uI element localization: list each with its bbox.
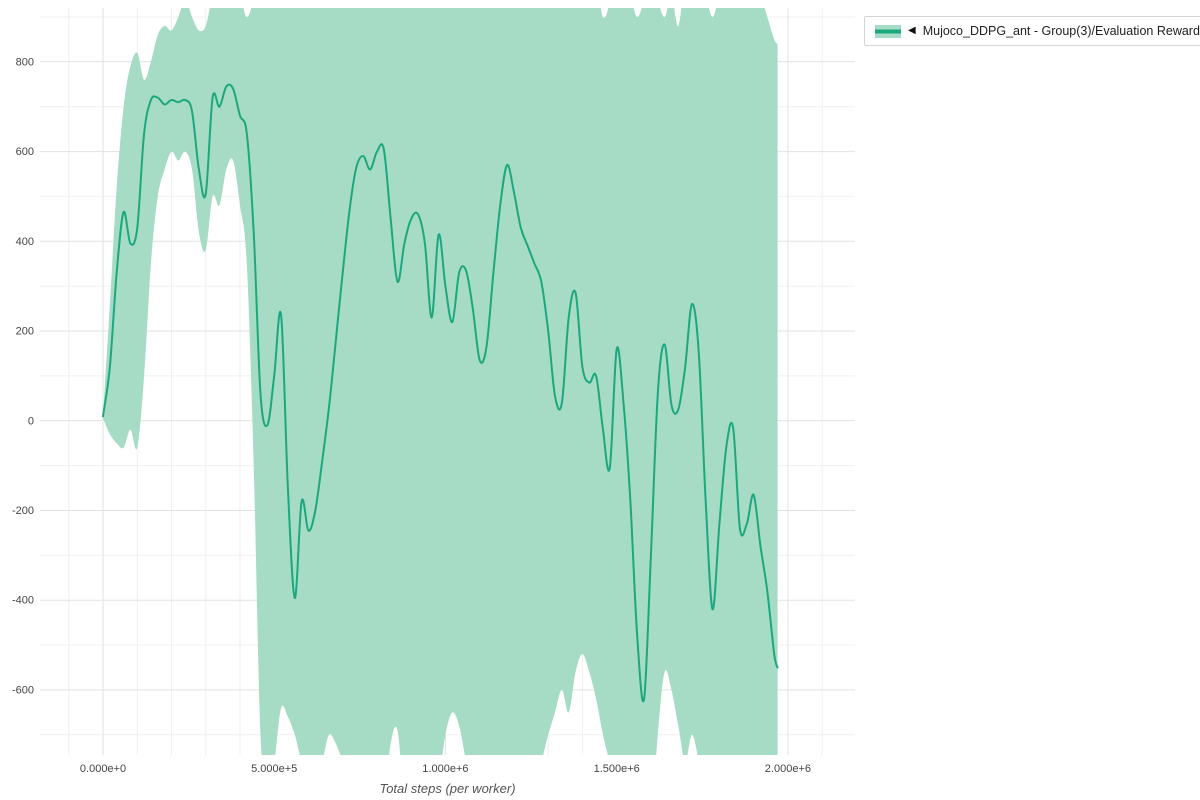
figure: -600 -400 -200 0 200 400 600 800 0.000e+0 5.000e+… <box>12 8 855 796</box>
y-tick-label: 0 <box>28 415 34 427</box>
legend-item[interactable]: ◀ Mujoco_DDPG_ant - Group(3)/Evaluation … <box>864 16 1200 46</box>
x-axis-title: Total steps (per worker) <box>379 781 516 796</box>
confidence-band-area <box>103 8 778 755</box>
legend-label: Mujoco_DDPG_ant - Group(3)/Evaluation Re… <box>922 24 1200 38</box>
axis-tick-labels: -600 -400 -200 0 200 400 600 800 0.000e+0 5.000e+… <box>12 56 811 775</box>
x-tick-label: 5.000e+5 <box>251 763 297 775</box>
y-tick-label: 600 <box>16 146 34 158</box>
y-tick-label: -200 <box>12 505 34 517</box>
x-tick-label: 1.500e+6 <box>594 763 640 775</box>
x-tick-label: 2.000e+6 <box>765 763 811 775</box>
y-tick-label: 200 <box>16 326 34 338</box>
chart-canvas: -600 -400 -200 0 200 400 600 800 0.000e+0 5.000e+… <box>12 8 855 775</box>
y-tick-label: -400 <box>12 595 34 607</box>
legend-collapse-icon: ◀ <box>908 25 916 36</box>
x-tick-label: 0.000e+0 <box>80 763 126 775</box>
legend-band-swatch-icon <box>875 24 901 38</box>
y-tick-label: -600 <box>12 684 34 696</box>
y-tick-label: 800 <box>16 56 34 68</box>
mean-reward-line <box>102 83 779 703</box>
x-tick-label: 1.000e+6 <box>422 763 468 775</box>
y-tick-label: 400 <box>16 236 34 248</box>
